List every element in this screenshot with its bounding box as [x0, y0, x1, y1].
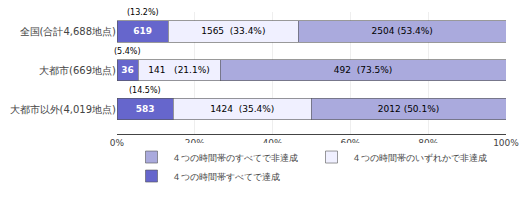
svg-text:492 (73.5%): 492 (73.5%) — [334, 65, 393, 75]
svg-text:0%: 0% — [110, 138, 125, 148]
svg-text:1565 (33.4%): 1565 (33.4%) — [201, 26, 265, 36]
svg-text:大都市以外(4,019地点): 大都市以外(4,019地点) — [10, 104, 117, 115]
svg-text:４つの時間帯のすべてで非達成: ４つの時間帯のすべてで非達成 — [172, 153, 298, 163]
svg-text:(5.4%): (5.4%) — [114, 47, 141, 56]
svg-text:全国(合計4,688地点): 全国(合計4,688地点) — [20, 26, 117, 37]
svg-text:583: 583 — [136, 104, 155, 114]
svg-text:(14.5%): (14.5%) — [129, 86, 161, 95]
svg-text:４つの時間帯のいずれかで非達成: ４つの時間帯のいずれかで非達成 — [352, 153, 487, 163]
svg-text:2504 (53.4%): 2504 (53.4%) — [371, 26, 432, 36]
svg-text:36: 36 — [121, 65, 134, 75]
svg-text:４つの時間帯すべてで達成: ４つの時間帯すべてで達成 — [172, 172, 280, 182]
svg-text:1424 (35.4%): 1424 (35.4%) — [210, 104, 274, 114]
svg-text:141 (21.1%): 141 (21.1%) — [148, 65, 209, 75]
svg-text:619: 619 — [133, 26, 152, 36]
svg-text:100%: 100% — [493, 138, 519, 148]
svg-text:(13.2%): (13.2%) — [127, 8, 159, 17]
svg-text:大都市(669地点): 大都市(669地点) — [39, 65, 116, 76]
svg-text:2012 (50.1%): 2012 (50.1%) — [378, 104, 439, 114]
